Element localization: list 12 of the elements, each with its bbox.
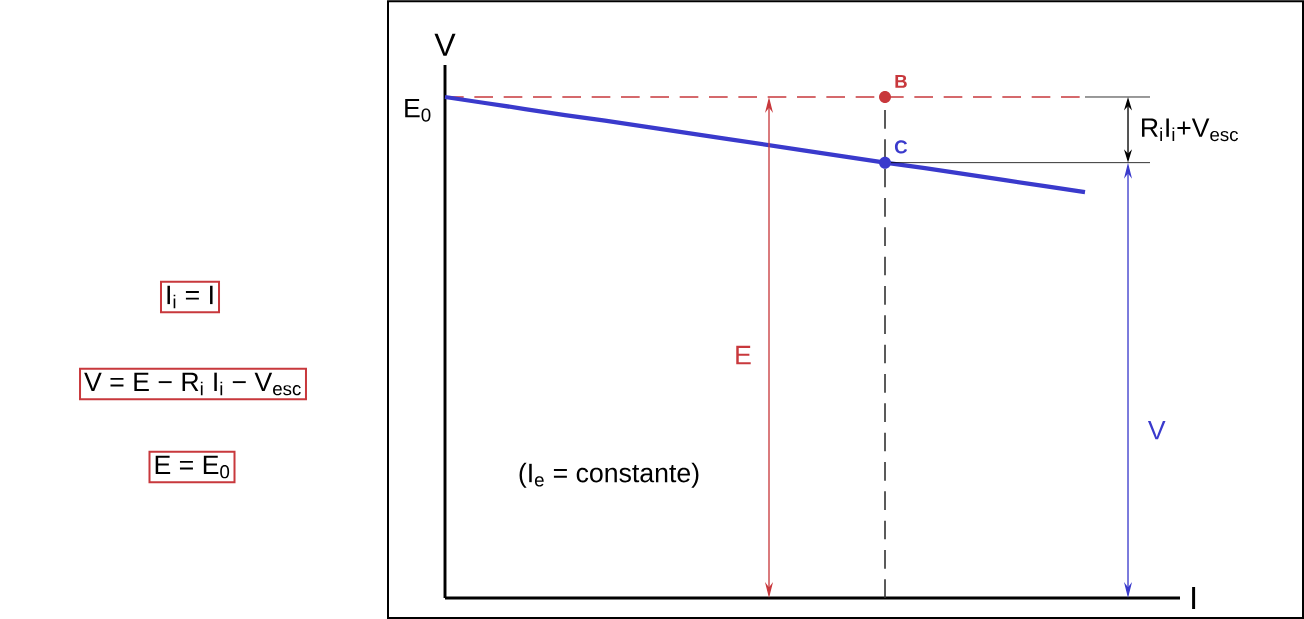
text: E = E$_{0}$: [155, 455, 230, 479]
text: R$_{i}$I$_{i}$+V$_{esc}$: [1142, 118, 1239, 142]
text: E$_{0}$: [405, 99, 431, 122]
text: V = E − R$_{i}$ I$_{i}$ − V$_{esc}$: [84, 372, 301, 396]
x-axis-title: I: [1192, 586, 1196, 610]
y-axis-title: V: [434, 33, 456, 56]
text: V: [1147, 421, 1166, 440]
annotation: B: [895, 75, 907, 88]
annotation: E: [736, 345, 751, 365]
annotation: C: [894, 140, 908, 154]
text: I$_{i}$ = I: [167, 285, 213, 309]
annotation: (I$_{e}$ = constante): [519, 462, 699, 488]
